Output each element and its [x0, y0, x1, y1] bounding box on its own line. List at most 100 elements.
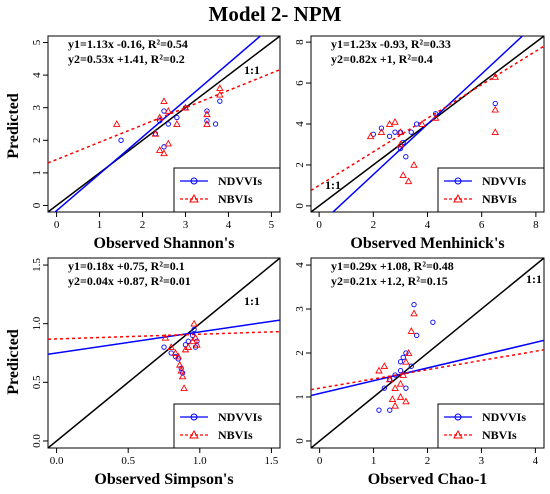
y-tick-label: 2: [294, 162, 306, 168]
equation-y2: y2=0.53x +1.41, R²=0.2: [68, 52, 185, 66]
one-to-one-line: [48, 258, 280, 448]
point-ndvvis: [165, 121, 171, 127]
point-ndvvis: [174, 114, 180, 121]
point-ndvvis: [381, 385, 388, 391]
point-nbvis: [377, 128, 386, 136]
point-ndvvis: [387, 407, 393, 413]
legend-label-ndvvis: NDVVIs: [482, 174, 526, 188]
point-nbvis: [167, 343, 175, 350]
x-tick-label: 0.0: [50, 455, 64, 467]
x-axis-label: Observed Menhinick's: [350, 235, 504, 252]
point-nbvis: [203, 110, 211, 118]
legend-label-ndvvis: NDVVIs: [218, 410, 262, 424]
point-nbvis: [160, 97, 168, 105]
one-to-one-line: [311, 258, 544, 448]
point-nbvis: [161, 333, 170, 341]
legend-marker-nbvis: [189, 193, 199, 203]
y-tick-label: 0.0: [31, 434, 43, 448]
point-ndvvis: [178, 365, 184, 371]
point-ndvvis: [411, 301, 417, 308]
point-nbvis: [385, 120, 394, 127]
point-nbvis: [491, 128, 499, 136]
point-ndvvis: [400, 354, 406, 361]
point-nbvis: [366, 132, 375, 140]
point-ndvvis: [212, 121, 219, 127]
legend-marker-ndvvis: [454, 413, 462, 421]
equation-y1: y1=1.13x -0.16, R²=0.54: [68, 37, 188, 51]
point-nbvis: [410, 161, 418, 168]
x-tick-label: 2: [140, 219, 146, 231]
point-nbvis: [188, 337, 197, 345]
point-nbvis: [410, 309, 418, 317]
point-ndvvis: [432, 111, 439, 117]
legend-marker-nbvis: [453, 193, 463, 203]
point-ndvvis: [376, 407, 382, 413]
x-tick-label: 5: [269, 219, 275, 231]
point-nbvis: [177, 366, 185, 374]
x-tick-label: 0: [317, 455, 323, 467]
y-tick-label: 4: [294, 262, 306, 268]
y-tick-label: 4: [294, 121, 306, 127]
point-nbvis: [491, 73, 499, 80]
legend-marker-ndvvis: [190, 177, 198, 185]
equation-y1: y1=1.23x -0.93, R²=0.33: [331, 37, 451, 51]
y-axis-label-top: Predicted: [5, 93, 22, 159]
point-nbvis: [155, 146, 164, 153]
panel-shannon: 0 1 2 3 4 5 0 1 2 3 4 5 Observed Shannon's y1=1.13x -…: [31, 35, 281, 252]
point-ndvvis: [217, 98, 223, 104]
x-axis-label: Observed Chao-1: [368, 471, 488, 488]
y-tick-label: 4: [31, 72, 43, 78]
point-ndvvis: [161, 344, 167, 350]
point-nbvis: [151, 129, 160, 137]
y-tick-label: 3: [294, 306, 306, 312]
y-tick-label: 1.0: [31, 316, 43, 330]
x-tick-label: 3: [183, 219, 189, 231]
point-ndvvis: [492, 100, 498, 107]
point-nbvis: [173, 120, 181, 127]
x-tick-label: 6: [479, 219, 485, 231]
panel-simpson: 0.0 0.5 1.0 1.5 0.0 0.5 1.0 1.5 Observed Simpson…: [31, 257, 281, 488]
point-nbvis: [180, 384, 188, 392]
point-ndvvis: [397, 359, 404, 365]
legend: NDVVIs NBVIs: [173, 167, 281, 213]
point-nbvis: [431, 113, 440, 121]
point-nbvis: [160, 149, 168, 157]
one-to-one-line: [48, 36, 280, 212]
point-ndvvis: [392, 129, 398, 135]
legend-marker-nbvis: [453, 429, 463, 439]
plot-frame: [47, 35, 281, 213]
point-nbvis: [402, 357, 410, 365]
x-tick-label: 0: [316, 219, 322, 231]
x-tick-label: 2: [425, 455, 431, 467]
legend-label-nbvis: NBVIs: [218, 428, 253, 442]
point-ndvvis: [386, 133, 393, 139]
y-tick-label: 0.5: [31, 375, 43, 389]
panels: 0 1 2 3 4 5 0 1 2 3 4 5 Observed Shannon's y1=1.13x -…: [31, 35, 545, 488]
point-nbvis: [164, 139, 173, 147]
point-nbvis: [190, 319, 198, 327]
x-tick-label: 3: [479, 455, 485, 467]
point-nbvis: [216, 84, 224, 91]
panel-menhinick: 0 2 4 6 8 0 2 4 6 8 Observed Menhinick's y1=1.23x -…: [294, 35, 545, 252]
x-tick-label: 8: [533, 219, 539, 231]
point-nbvis: [171, 349, 180, 356]
x-axis-label: Observed Simpson's: [94, 471, 233, 488]
point-ndvvis: [403, 154, 409, 160]
point-nbvis: [184, 343, 193, 350]
equation-y2: y2=0.04x +0.87, R²=0.01: [68, 274, 191, 288]
y-tick-label: 0: [294, 203, 306, 209]
point-ndvvis: [157, 118, 163, 124]
equation-y1: y1=0.29x +1.08, R²=0.48: [331, 259, 454, 273]
one-to-one-label: 1:1: [325, 178, 341, 192]
point-nbvis: [396, 379, 405, 387]
point-nbvis: [175, 360, 184, 368]
point-nbvis: [418, 120, 426, 127]
point-nbvis: [181, 103, 190, 111]
equation-y2: y2=0.82x +1, R²=0.4: [331, 52, 433, 66]
point-nbvis: [174, 352, 183, 360]
legend-marker-ndvvis: [190, 413, 198, 421]
legend-marker-nbvis: [189, 429, 199, 439]
point-nbvis: [404, 349, 413, 356]
y-tick-label: 2: [31, 138, 43, 144]
